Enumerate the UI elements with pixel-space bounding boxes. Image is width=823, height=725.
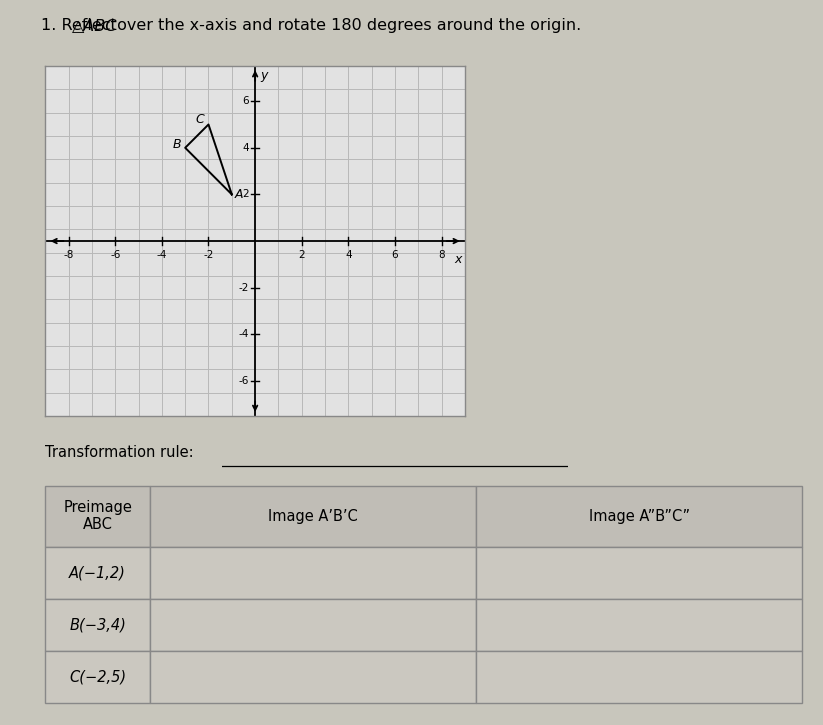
Text: △ABC: △ABC (72, 18, 118, 33)
Bar (45, 651, 150, 703)
Bar (45, 599, 150, 651)
Bar (477, 547, 802, 599)
Text: A: A (235, 188, 243, 201)
Text: B: B (172, 138, 181, 151)
Text: x: x (454, 253, 462, 266)
Text: Preimage
ABC: Preimage ABC (63, 500, 133, 532)
Text: 1. Reflect: 1. Reflect (41, 18, 122, 33)
Bar (150, 651, 477, 703)
Text: C(−2,5): C(−2,5) (69, 670, 126, 684)
Text: Image A”B”C”: Image A”B”C” (588, 509, 690, 523)
Text: B(−3,4): B(−3,4) (69, 618, 126, 632)
Text: -2: -2 (203, 250, 214, 260)
Bar (150, 547, 477, 599)
Text: over the x-axis and rotate 180 degrees around the origin.: over the x-axis and rotate 180 degrees a… (112, 18, 581, 33)
Bar (150, 486, 477, 547)
Text: 6: 6 (242, 96, 249, 106)
Text: -6: -6 (110, 250, 120, 260)
Text: 2: 2 (299, 250, 305, 260)
Bar (45, 486, 150, 547)
Text: 6: 6 (392, 250, 398, 260)
Text: A(−1,2): A(−1,2) (69, 566, 126, 580)
Bar (477, 651, 802, 703)
Text: y: y (260, 68, 267, 81)
Text: C: C (196, 113, 204, 126)
Text: -8: -8 (63, 250, 74, 260)
Bar (477, 599, 802, 651)
Text: Image A’B’C: Image A’B’C (268, 509, 358, 523)
Text: -6: -6 (238, 376, 249, 386)
Text: -4: -4 (238, 329, 249, 339)
Bar (150, 599, 477, 651)
Text: Transformation rule:: Transformation rule: (45, 445, 198, 460)
Text: 4: 4 (345, 250, 351, 260)
Text: 2: 2 (242, 189, 249, 199)
Text: -2: -2 (238, 283, 249, 293)
Text: -4: -4 (156, 250, 167, 260)
Bar (45, 547, 150, 599)
Bar (477, 486, 802, 547)
Text: 4: 4 (242, 143, 249, 153)
Text: 8: 8 (439, 250, 445, 260)
